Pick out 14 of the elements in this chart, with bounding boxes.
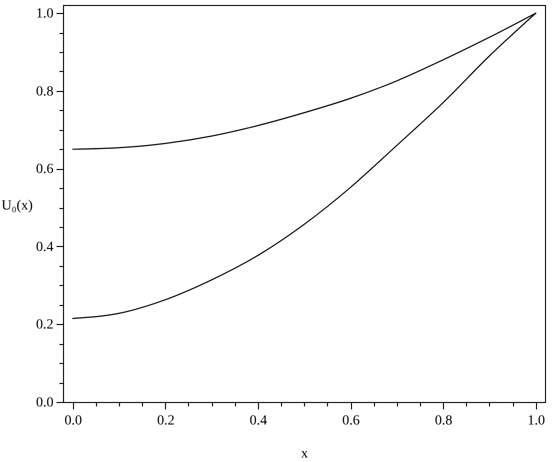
x-axis-title: x xyxy=(301,446,308,462)
y-tick-label: 0.0 xyxy=(36,396,54,410)
x-tick-label: 0.2 xyxy=(157,414,175,428)
y-tick-label: 1.0 xyxy=(36,6,54,22)
x-tick-label: 0.0 xyxy=(64,414,82,428)
y-tick-label: 0.6 xyxy=(36,162,54,178)
x-tick-label: 1.0 xyxy=(527,414,545,428)
y-tick-label: 0.2 xyxy=(36,318,54,333)
y-tick-label: 0.4 xyxy=(36,240,54,255)
y-tick-label: 0.8 xyxy=(36,84,54,100)
x-tick-label: 0.8 xyxy=(434,414,452,428)
x-tick-label: 0.6 xyxy=(342,414,360,428)
x-tick-label: 0.4 xyxy=(250,414,268,428)
y-axis-title: U₀(x) xyxy=(2,198,34,214)
